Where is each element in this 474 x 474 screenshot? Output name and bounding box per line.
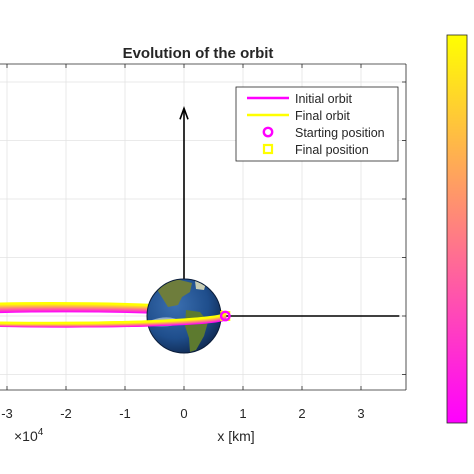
x-exponent-power: 4 [38, 427, 44, 438]
marker-layer [219, 310, 231, 322]
earth-globe [146, 278, 222, 354]
chart-title: Evolution of the orbit [123, 45, 274, 62]
legend: Initial orbit Final orbit Starting posit… [235, 86, 399, 162]
legend-initial-orbit-label: Initial orbit [295, 92, 352, 106]
x-axis-exponent: ×104 [14, 427, 44, 444]
colorbar [446, 34, 468, 424]
x-tick-label-6: 3 [357, 406, 364, 421]
x-exponent-base: ×10 [14, 428, 38, 444]
x-tick-label-4: 1 [239, 406, 246, 421]
x-tick-label-0: -3 [1, 406, 13, 421]
x-axis-label: x [km] [217, 428, 254, 444]
x-tick-label-3: 0 [180, 406, 187, 421]
x-tick-label-5: 2 [298, 406, 305, 421]
y-axis-arrow-head [179, 105, 189, 120]
x-tick-label-1: -2 [60, 406, 72, 421]
legend-final-position-marker [262, 143, 274, 155]
x-tick-label-2: -1 [119, 406, 131, 421]
tick-layer [6, 64, 406, 390]
starting-position-marker [219, 310, 231, 322]
legend-starting-position-label: Starting position [295, 126, 385, 140]
north-america-landmass [158, 279, 192, 307]
grid-layer [0, 64, 406, 390]
x-tick-labels: -3 -2 -1 0 1 2 3 [1, 406, 364, 421]
legend-starting-position-marker [262, 126, 274, 138]
legend-final-orbit-label: Final orbit [295, 109, 350, 123]
legend-final-position-label: Final position [295, 143, 369, 157]
